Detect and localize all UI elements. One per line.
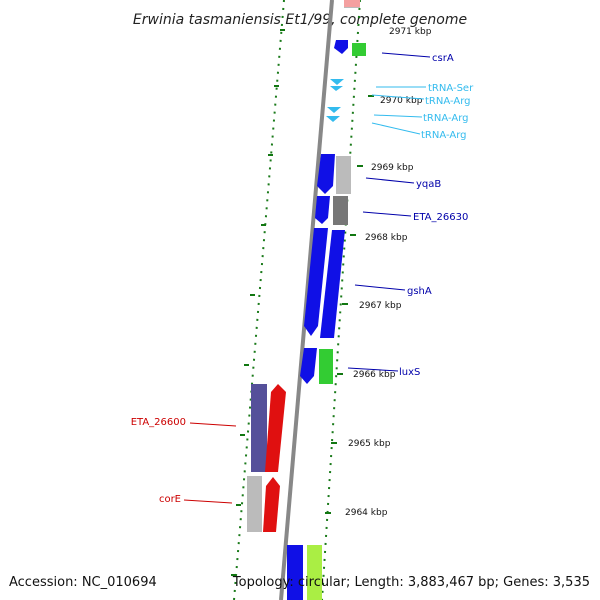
accession-label: Accession: NC_010694 xyxy=(9,575,157,590)
gene-luxS-blue[interactable] xyxy=(300,348,317,384)
inner-ring-ticks xyxy=(231,29,285,576)
kbp-label-2968: 2968 kbp xyxy=(365,233,408,243)
topology-label: Topology: circular; Length: 3,883,467 bp… xyxy=(232,575,590,590)
gene-corE-gray[interactable] xyxy=(247,476,262,532)
gene-top-pink[interactable] xyxy=(344,0,360,7)
label-luxS[interactable]: luxS xyxy=(399,367,420,378)
label-trna-arg-2[interactable]: tRNA-Arg xyxy=(423,113,468,124)
gene-yqaB-gray[interactable] xyxy=(336,156,351,194)
trna-arg-arrow-2[interactable] xyxy=(327,107,341,113)
outer-ring-ticks xyxy=(325,95,374,514)
label-csrA[interactable]: csrA xyxy=(432,53,454,64)
kbp-label-2967: 2967 kbp xyxy=(359,301,402,311)
label-gshA[interactable]: gshA xyxy=(407,286,432,297)
gene-luxS-green[interactable] xyxy=(319,349,333,384)
kbp-label-2964: 2964 kbp xyxy=(345,508,388,518)
gene-yqaB-blue[interactable] xyxy=(317,154,335,194)
gene-csrA-green[interactable] xyxy=(352,43,366,56)
kbp-label-2970: 2970 kbp xyxy=(380,96,423,106)
gene-bottom-blue[interactable] xyxy=(287,545,303,600)
gene-csrA-blue[interactable] xyxy=(334,40,348,54)
genome-backbone xyxy=(279,0,334,600)
gene-eta26600-red[interactable] xyxy=(265,384,286,472)
label-trna-arg-1[interactable]: tRNA-Arg xyxy=(425,96,470,107)
label-corE[interactable]: corE xyxy=(159,494,181,505)
label-trna-arg-3[interactable]: tRNA-Arg xyxy=(421,130,466,141)
gene-gshA-blue-2[interactable] xyxy=(320,230,345,338)
map-title: Erwinia tasmaniensis Et1/99, complete ge… xyxy=(133,12,467,28)
gene-gshA-blue-1[interactable] xyxy=(304,228,328,336)
gene-eta26630-darkgray[interactable] xyxy=(333,196,348,225)
gene-eta26600-purple[interactable] xyxy=(251,384,267,472)
label-trna-ser[interactable]: tRNA-Ser xyxy=(428,83,474,94)
gene-eta26630-blue[interactable] xyxy=(315,196,330,224)
kbp-label-2965: 2965 kbp xyxy=(348,439,391,449)
label-eta26600[interactable]: ETA_26600 xyxy=(131,417,186,428)
label-leaders xyxy=(183,52,431,504)
trna-arg-arrow-3[interactable] xyxy=(326,116,340,122)
label-yqaB[interactable]: yqaB xyxy=(416,179,441,190)
kbp-label-2969: 2969 kbp xyxy=(371,163,414,173)
trna-arg-arrow-1[interactable] xyxy=(330,86,343,91)
gene-corE-red[interactable] xyxy=(263,477,280,532)
kbp-label-2966: 2966 kbp xyxy=(353,370,396,380)
kbp-label-2971: 2971 kbp xyxy=(389,27,432,37)
gene-bottom-lime[interactable] xyxy=(307,545,322,600)
trna-ser-arrow[interactable] xyxy=(330,79,344,85)
label-eta26630[interactable]: ETA_26630 xyxy=(413,212,468,223)
